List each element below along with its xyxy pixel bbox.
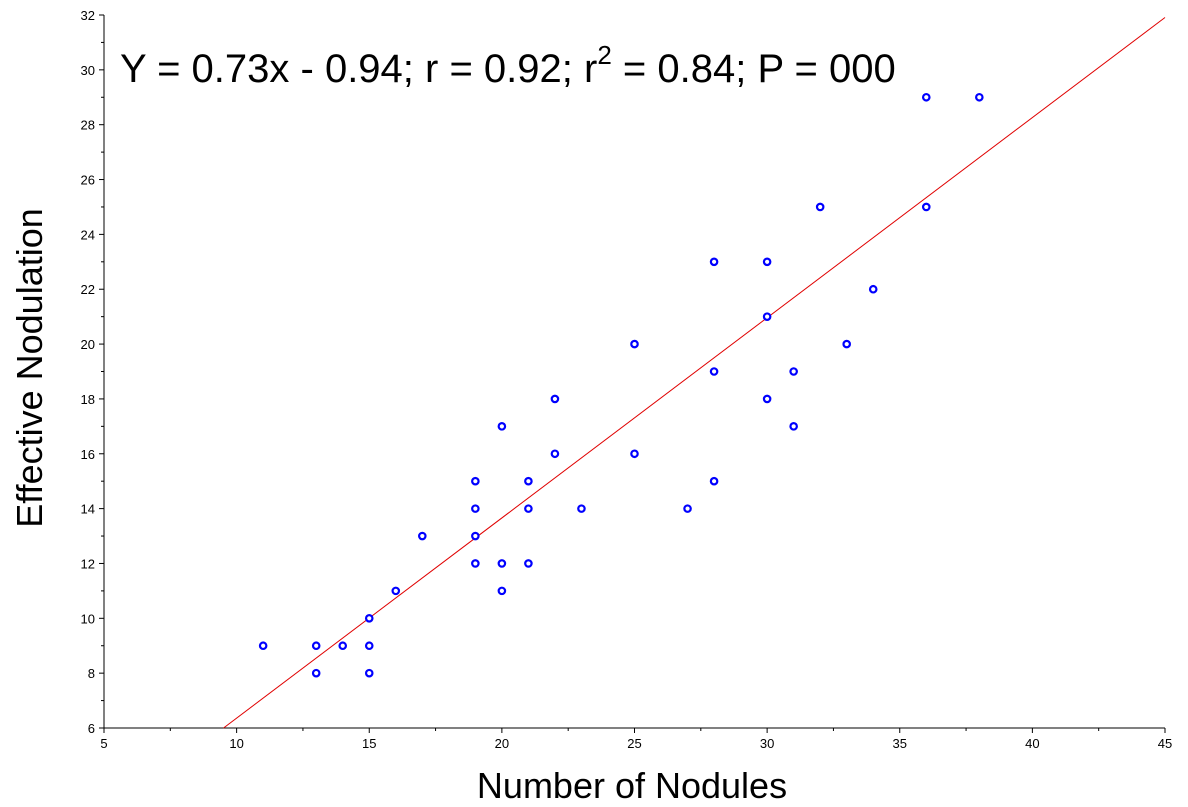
data-point bbox=[391, 586, 401, 596]
data-point bbox=[709, 476, 719, 486]
data-point bbox=[471, 531, 480, 541]
y-tick-label: 30 bbox=[81, 63, 95, 78]
data-point bbox=[311, 641, 321, 651]
data-point bbox=[709, 257, 719, 267]
x-tick-label: 10 bbox=[229, 736, 243, 751]
data-point bbox=[630, 449, 639, 459]
x-tick-label: 15 bbox=[362, 736, 376, 751]
data-point bbox=[471, 504, 480, 513]
data-point bbox=[497, 586, 507, 596]
data-point bbox=[524, 559, 533, 568]
x-tick-label: 40 bbox=[1025, 736, 1039, 751]
y-tick-label: 28 bbox=[81, 118, 95, 133]
x-tick-label: 25 bbox=[627, 736, 641, 751]
annotation-superscript: 2 bbox=[597, 40, 611, 70]
data-point bbox=[471, 476, 480, 486]
data-point bbox=[471, 559, 480, 568]
data-point bbox=[550, 394, 560, 404]
y-tick-label: 10 bbox=[81, 611, 95, 626]
x-tick-label: 35 bbox=[893, 736, 907, 751]
data-point bbox=[338, 641, 348, 651]
data-point bbox=[497, 422, 507, 431]
x-axis: 5 10 15 20 25 30 35 40 45 bbox=[100, 727, 1172, 751]
data-point bbox=[497, 559, 507, 568]
data-point bbox=[762, 257, 772, 267]
y-tick-label: 16 bbox=[81, 447, 95, 462]
data-point bbox=[311, 668, 321, 678]
data-point bbox=[762, 312, 772, 321]
data-point bbox=[524, 476, 533, 486]
x-axis-title: Number of Nodules bbox=[477, 765, 787, 806]
annotation-text-1: Y = 0.73x - 0.94; r = 0.92; r bbox=[120, 47, 597, 91]
x-tick-label: 30 bbox=[760, 736, 774, 751]
data-point bbox=[762, 394, 772, 404]
regression-line bbox=[223, 17, 1166, 729]
data-point bbox=[789, 367, 798, 376]
fit-layer bbox=[223, 17, 1166, 729]
data-point bbox=[842, 339, 852, 349]
data-point bbox=[364, 668, 374, 678]
data-point bbox=[921, 202, 931, 212]
data-point bbox=[868, 284, 878, 294]
y-tick-label: 32 bbox=[81, 8, 95, 23]
data-point bbox=[258, 641, 268, 651]
points-layer bbox=[258, 92, 984, 678]
data-point bbox=[364, 641, 374, 651]
y-tick-label: 26 bbox=[81, 173, 95, 188]
data-point bbox=[630, 339, 639, 349]
y-tick-label: 18 bbox=[81, 392, 95, 407]
y-tick-label: 8 bbox=[88, 666, 95, 681]
data-point bbox=[577, 504, 586, 513]
y-tick-label: 24 bbox=[81, 227, 95, 242]
data-point bbox=[921, 92, 931, 102]
x-tick-label: 20 bbox=[495, 736, 509, 751]
data-point bbox=[683, 504, 692, 513]
data-point bbox=[709, 367, 719, 376]
data-point bbox=[364, 614, 374, 623]
y-axis: 6 8 10 12 14 16 18 20 22 24 26 28 30 32 bbox=[81, 8, 105, 736]
data-point bbox=[789, 422, 798, 431]
data-point bbox=[975, 92, 984, 102]
y-tick-label: 20 bbox=[81, 337, 95, 352]
y-tick-label: 22 bbox=[81, 282, 95, 297]
data-point bbox=[524, 504, 533, 513]
data-point bbox=[815, 202, 825, 212]
y-tick-label: 12 bbox=[81, 556, 95, 571]
x-tick-label: 5 bbox=[100, 736, 107, 751]
annotation-text-2: = 0.84; P = 000 bbox=[612, 47, 896, 91]
regression-annotation: Y = 0.73x - 0.94; r = 0.92; r2 = 0.84; P… bbox=[120, 40, 896, 91]
y-tick-label: 14 bbox=[81, 502, 95, 517]
data-point bbox=[550, 449, 560, 459]
x-tick-label: 45 bbox=[1158, 736, 1172, 751]
y-axis-title: Effective Nodulation bbox=[9, 208, 50, 528]
data-point bbox=[417, 531, 427, 541]
y-tick-label: 6 bbox=[88, 721, 95, 736]
